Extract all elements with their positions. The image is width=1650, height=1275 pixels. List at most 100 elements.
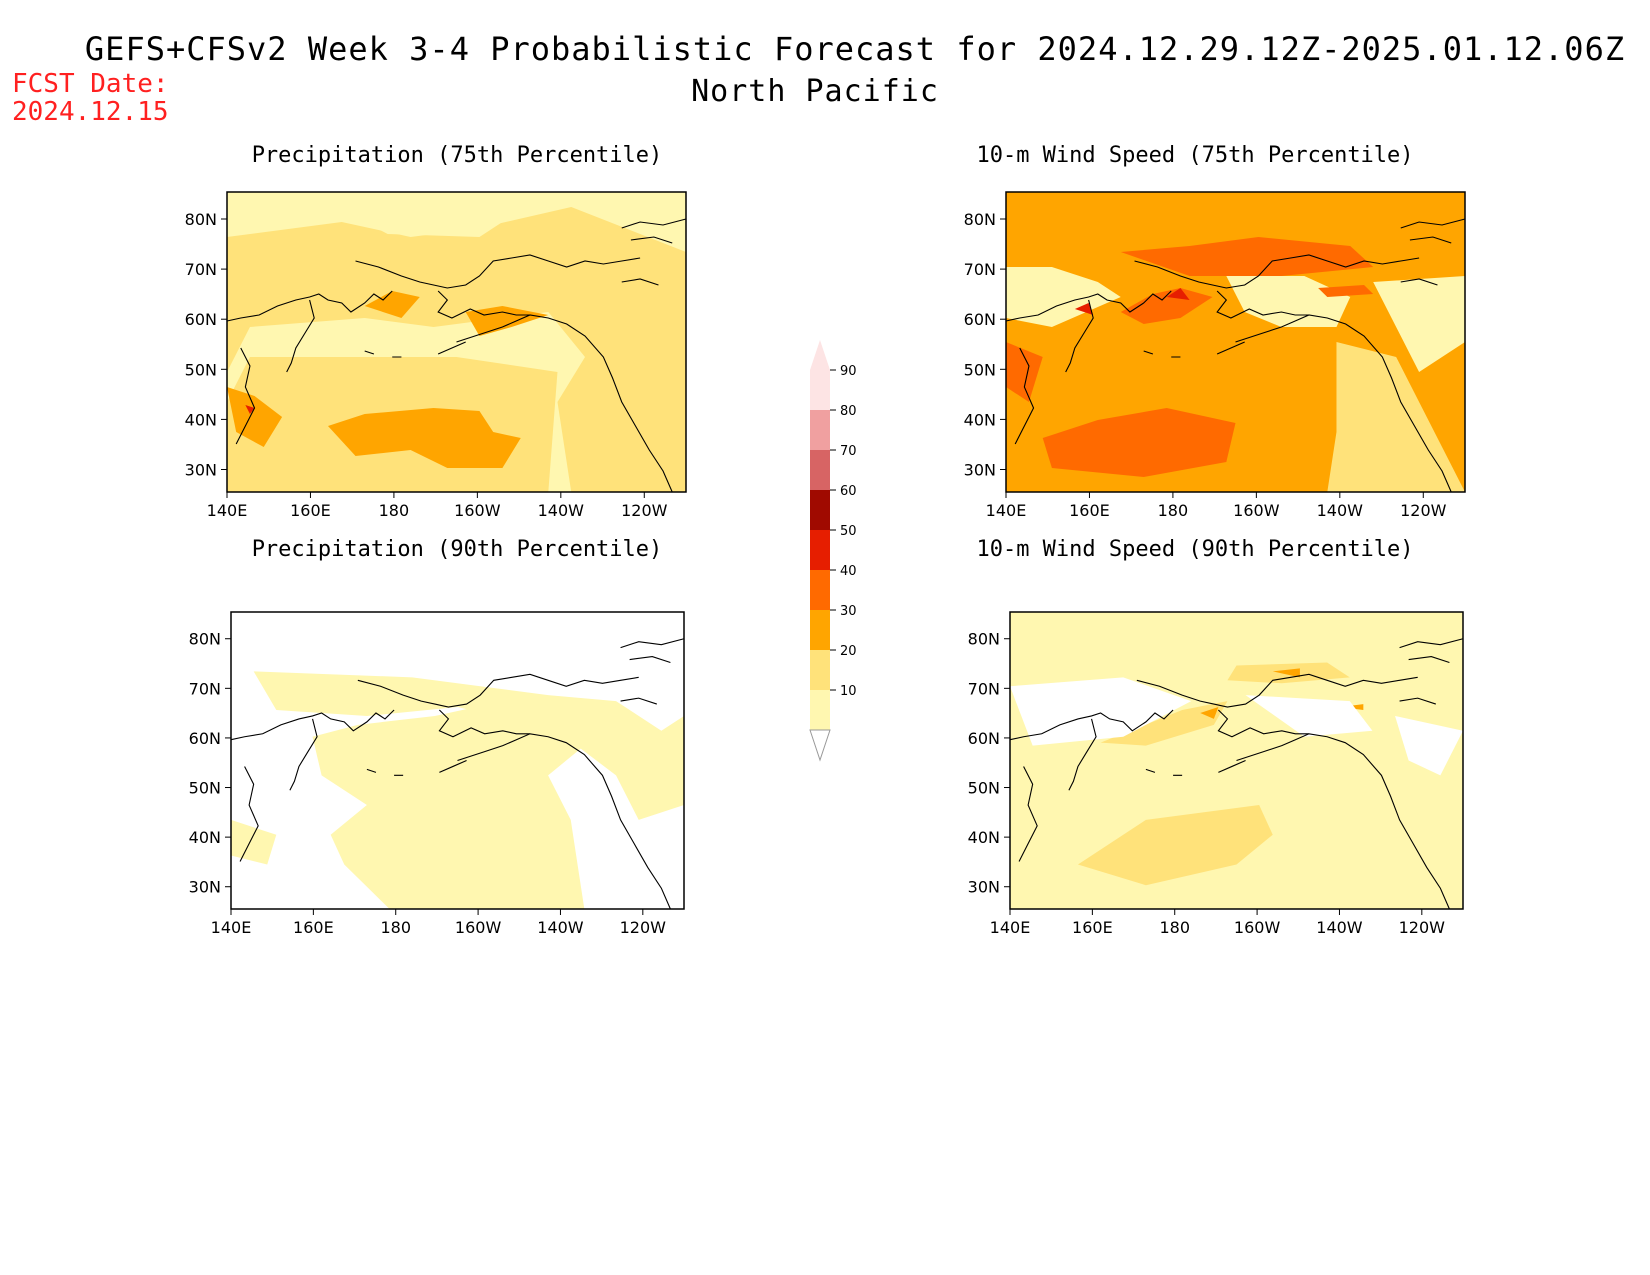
contour-fill [1042,408,1236,477]
coastline [458,734,671,909]
map-frame [1005,191,1466,493]
map-frame [1009,611,1464,910]
coastline [1218,710,1309,737]
coastline [1135,255,1420,288]
x-tick-label: 140W [538,501,585,520]
contour-fill [1373,276,1465,372]
x-tick-label: 160E [1072,918,1113,937]
contour-fill [465,306,549,336]
contour-fill [1166,288,1190,300]
contour-fill [341,204,503,237]
x-tick-label: 120W [621,501,668,520]
contour-fill [227,207,686,492]
x-tick-label: 120W [1400,501,1447,520]
y-tick-label: 60N [189,729,221,748]
x-tick-label: 140E [207,501,248,520]
contour-fill [1318,285,1374,297]
y-tick-label: 50N [964,360,996,379]
colorbar-label: 10 [840,684,857,699]
y-tick-label: 60N [968,729,1000,748]
coastline [622,219,686,285]
x-tick-label: 140E [211,918,252,937]
colorbar-label: 80 [840,404,857,419]
coastline [236,348,254,444]
x-tick-label: 120W [620,918,667,937]
coastline [365,342,466,357]
x-tick-label: 160W [455,918,502,937]
y-tick-label: 70N [189,679,221,698]
y-tick-label: 30N [964,461,996,480]
x-tick-label: 140E [990,918,1031,937]
contour-fill [1077,805,1273,886]
coastline [1015,348,1033,444]
y-tick-label: 70N [964,260,996,279]
map-frame [226,191,687,493]
coastline [227,291,392,321]
y-tick-label: 80N [964,210,996,229]
colorbar-label: 50 [840,524,857,539]
contour-fill [1100,701,1228,746]
y-tick-label: 40N [964,410,996,429]
coastline [1144,342,1245,357]
colorbar-swatch [810,450,830,490]
coastline [1066,300,1094,372]
y-tick-label: 70N [968,679,1000,698]
x-tick-label: 160E [1069,501,1110,520]
coastline [1010,710,1173,740]
panel-title-precip-90: Precipitation (90th Percentile) [251,537,663,562]
y-tick-label: 30N [968,878,1000,897]
contour-fill [1200,707,1219,719]
coastline [438,291,530,318]
main-title: GEFS+CFSv2 Week 3-4 Probabilistic Foreca… [84,30,1626,68]
coastline [1400,639,1463,704]
colorbar-swatch [810,370,830,410]
contour-fill [327,408,521,468]
contour-fill [1074,303,1094,315]
colorbar-bottom-cap [809,729,831,762]
panel-title-precip-75: Precipitation (75th Percentile) [251,143,663,168]
y-tick-label: 50N [189,779,221,798]
coastline [621,639,684,704]
y-tick-label: 80N [968,630,1000,649]
fcst-date-label: FCST Date: [12,69,169,99]
contour-fill-blank [1010,677,1192,746]
colorbar-label: 90 [840,364,857,379]
x-tick-label: 140W [537,918,584,937]
coastline [1237,734,1450,909]
contour-fill [231,819,277,865]
contour-fill-blank [1245,695,1373,737]
x-tick-label: 140E [986,501,1027,520]
y-tick-label: 30N [185,461,217,480]
y-tick-label: 40N [968,828,1000,847]
contour-fill [1006,267,1121,327]
coastline [1137,674,1418,707]
coastline [457,315,673,492]
colorbar-label: 60 [840,484,857,499]
coastline [358,674,639,707]
region-subtitle: North Pacific [691,74,939,109]
coastline [1146,761,1246,776]
x-tick-label: 120W [1399,918,1446,937]
panel-title-wind-75: 10-m Wind Speed (75th Percentile) [976,143,1414,168]
coastline [1401,219,1465,285]
y-tick-label: 50N [185,360,217,379]
colorbar-label: 70 [840,444,857,459]
coastline [356,255,641,288]
contour-fill [312,701,585,909]
coastline [439,710,530,737]
colorbar-swatch [810,610,830,650]
y-tick-label: 60N [185,310,217,329]
x-tick-label: 180 [380,918,411,937]
y-tick-label: 80N [185,210,217,229]
coastline [367,761,467,776]
y-tick-label: 50N [968,779,1000,798]
x-tick-label: 140W [1316,918,1363,937]
contour-fill [227,387,283,447]
contour-fill [1120,237,1374,276]
y-tick-label: 30N [189,878,221,897]
coastline [1217,291,1309,318]
contour-fill [245,405,255,414]
x-tick-label: 140W [1317,501,1364,520]
contour-fill [1120,288,1213,324]
